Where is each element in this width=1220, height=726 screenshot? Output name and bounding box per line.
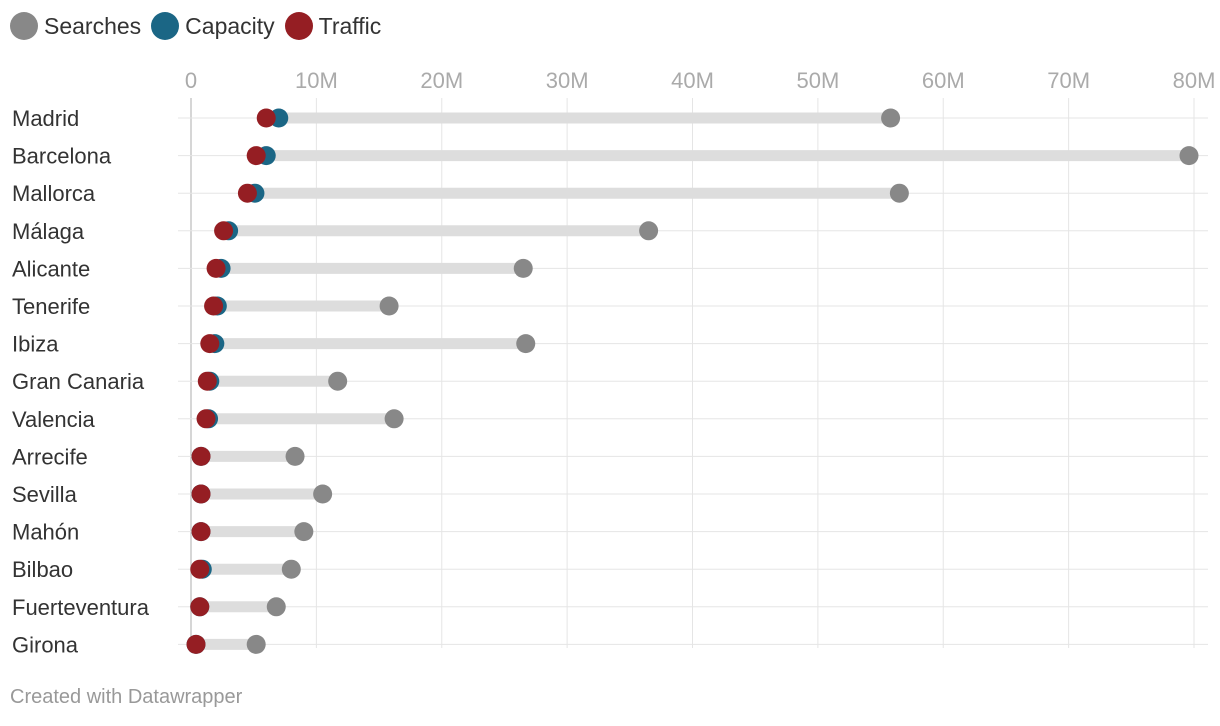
category-label: Mahón [12,520,79,545]
category-label: Gran Canaria [12,369,145,394]
legend-label: Capacity [185,12,275,39]
x-tick-label: 40M [671,68,714,93]
x-tick-label: 0 [185,68,197,93]
legend-item-traffic: Traffic [284,12,382,40]
legend-dot-icon [151,12,180,40]
traffic-dot [190,597,210,617]
searches-dot [281,559,301,579]
category-label: Bilbao [12,557,73,582]
traffic-dot [191,522,211,542]
traffic-dot [190,559,210,579]
searches-dot [516,334,536,354]
traffic-dot [206,258,226,278]
traffic-dot [204,296,224,316]
category-label: Fuerteventura [12,595,150,620]
category-label: Valencia [12,407,96,432]
searches-dot [639,221,659,241]
traffic-dot [197,371,217,391]
category-label: Ibiza [12,332,59,357]
traffic-dot [214,221,234,241]
searches-dot [246,634,266,654]
legend-item-searches: Searches [10,12,141,40]
searches-dot [266,597,286,617]
traffic-dot [246,146,266,166]
category-label: Arrecife [12,444,88,469]
x-tick-label: 80M [1173,68,1216,93]
x-tick-label: 30M [546,68,589,93]
chart-legend: Searches Capacity Traffic [10,12,391,40]
traffic-dot [256,108,276,128]
legend-label: Traffic [318,12,382,39]
traffic-dot [186,634,206,654]
category-label: Sevilla [12,482,78,507]
traffic-dot [200,334,220,354]
searches-dot [285,446,305,466]
legend-label: Searches [44,12,142,39]
traffic-dot [191,484,211,504]
category-label: Tenerife [12,294,90,319]
x-tick-label: 20M [420,68,463,93]
category-label: Málaga [12,219,85,244]
category-label: Mallorca [12,181,96,206]
searches-dot [328,371,348,391]
category-label: Madrid [12,106,79,131]
searches-dot [313,484,333,504]
searches-dot [889,183,909,203]
traffic-dot [196,409,216,429]
searches-dot [384,409,404,429]
category-label: Barcelona [12,144,112,169]
footer-credit: Created with Datawrapper [10,686,243,708]
category-label: Alicante [12,256,90,281]
searches-dot [294,522,314,542]
x-tick-label: 60M [922,68,965,93]
searches-dot [1179,146,1199,166]
category-label: Girona [12,632,79,657]
searches-dot [513,258,533,278]
searches-dot [881,108,901,128]
legend-item-capacity: Capacity [151,12,275,40]
x-tick-label: 50M [796,68,839,93]
x-tick-label: 70M [1047,68,1090,93]
traffic-dot [237,183,257,203]
traffic-dot [191,446,211,466]
legend-dot-icon [284,12,313,40]
legend-dot-icon [10,12,38,40]
searches-dot [379,296,399,316]
x-tick-label: 10M [295,68,338,93]
